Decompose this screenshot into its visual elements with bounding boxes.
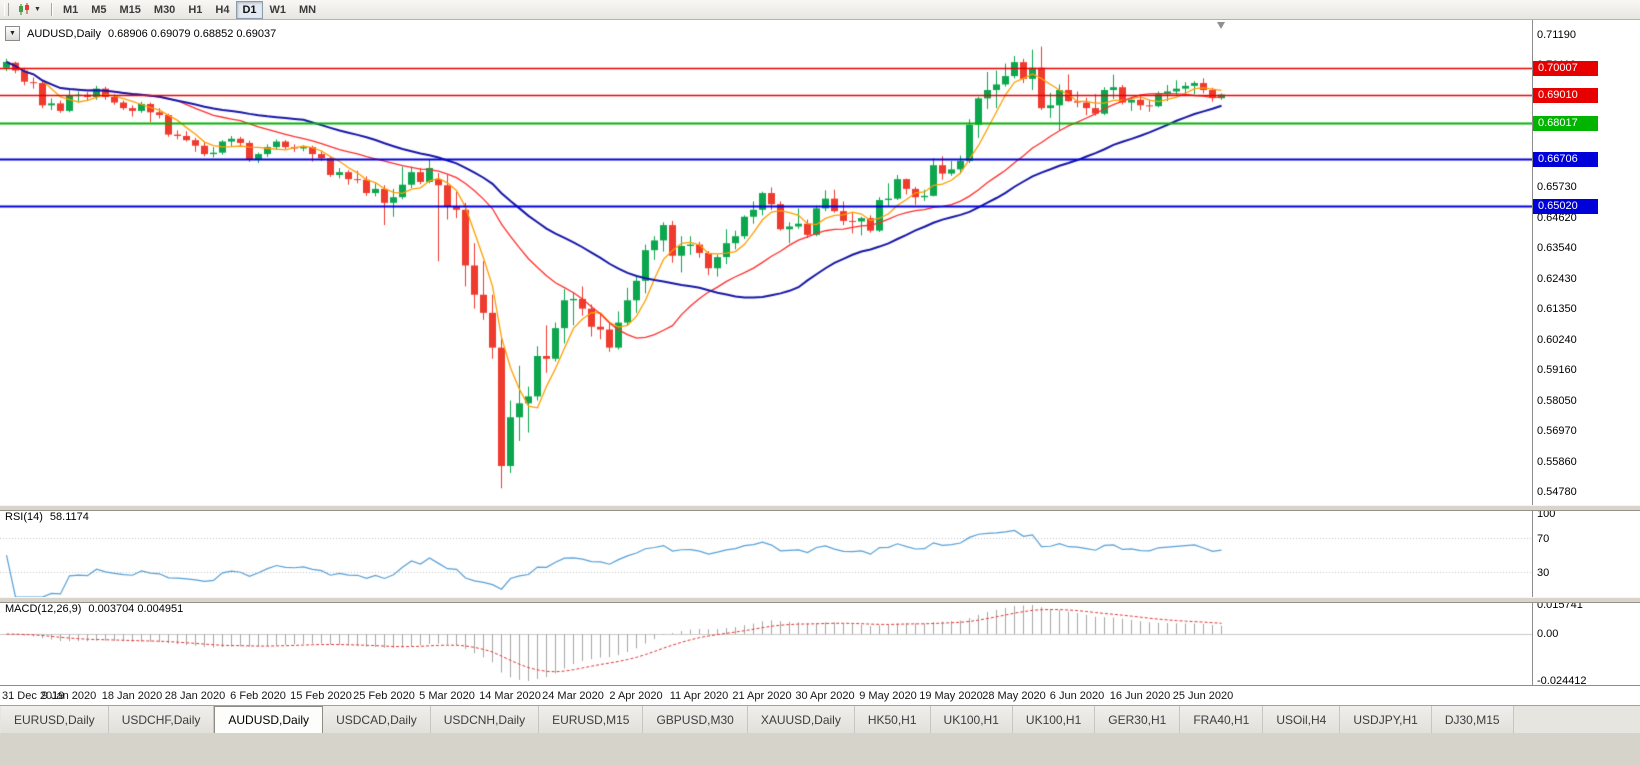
price-axis-tick: 0.64620 bbox=[1537, 211, 1577, 224]
chart-tab-usdjpy-h1[interactable]: USDJPY,H1 bbox=[1340, 706, 1432, 733]
time-axis-label: 28 May 2020 bbox=[982, 690, 1046, 702]
price-chart-canvas[interactable] bbox=[0, 19, 1532, 505]
time-axis-label: 11 Apr 2020 bbox=[669, 690, 729, 702]
chart-type-dropdown-button[interactable]: ▼ bbox=[13, 0, 46, 19]
chart-menu-icon[interactable]: ▼ bbox=[5, 26, 20, 41]
time-axis-label: 21 Apr 2020 bbox=[732, 690, 792, 702]
macd-values: 0.003704 0.004951 bbox=[88, 603, 184, 615]
chart-tab-eurusd-daily[interactable]: EURUSD,Daily bbox=[1, 706, 109, 733]
macd-indicator-canvas[interactable] bbox=[0, 601, 1532, 685]
time-axis-label: 18 Jan 2020 bbox=[101, 690, 163, 702]
chart-tab-dj30-m15[interactable]: DJ30,M15 bbox=[1431, 706, 1514, 733]
chart-tab-uk100-h1[interactable]: UK100,H1 bbox=[1012, 706, 1096, 733]
chart-shift-marker[interactable] bbox=[1217, 22, 1225, 29]
price-axis-tick: 0.71190 bbox=[1537, 28, 1576, 41]
toolbar-grip[interactable] bbox=[4, 3, 9, 16]
timeframe-button-mn[interactable]: MN bbox=[299, 3, 317, 16]
time-axis-label: 24 Mar 2020 bbox=[542, 690, 604, 702]
price-level-badge: 0.70007 bbox=[1533, 60, 1598, 76]
chart-tab-audusd-daily[interactable]: AUDUSD,Daily bbox=[214, 706, 324, 733]
timeframe-button-w1[interactable]: W1 bbox=[269, 3, 287, 16]
timeframe-button-m15[interactable]: M15 bbox=[119, 3, 141, 16]
time-axis-label: 5 Mar 2020 bbox=[419, 690, 475, 702]
chart-tab-usdcnh-daily[interactable]: USDCNH,Daily bbox=[430, 706, 540, 733]
chart-tab-eurusd-m15[interactable]: EURUSD,M15 bbox=[539, 706, 644, 733]
price-level-badge: 0.69010 bbox=[1533, 88, 1598, 104]
rsi-axis-label: 100 bbox=[1537, 508, 1556, 521]
chart-tab-hk50-h1[interactable]: HK50,H1 bbox=[854, 706, 931, 733]
timeframe-button-d1[interactable]: D1 bbox=[236, 0, 263, 19]
time-axis-label: 25 Jun 2020 bbox=[1172, 690, 1234, 702]
timeframe-button-m5[interactable]: M5 bbox=[91, 3, 107, 16]
price-axis-tick: 0.55860 bbox=[1537, 455, 1577, 468]
price-axis-tick: 0.54780 bbox=[1537, 485, 1577, 498]
candlestick-chart-icon bbox=[19, 3, 29, 15]
chart-tab-fra40-h1[interactable]: FRA40,H1 bbox=[1180, 706, 1264, 733]
time-axis-label: 30 Apr 2020 bbox=[795, 690, 855, 702]
toolbar-separator bbox=[50, 3, 52, 16]
chart-tab-gbpusd-m30[interactable]: GBPUSD,M30 bbox=[643, 706, 748, 733]
price-axis-tick: 0.61350 bbox=[1537, 302, 1577, 315]
macd-axis-label: -0.024412 bbox=[1537, 675, 1587, 687]
time-axis-label: 28 Jan 2020 bbox=[164, 690, 226, 702]
price-axis-tick: 0.63540 bbox=[1537, 241, 1577, 254]
time-axis-label: 6 Feb 2020 bbox=[230, 690, 286, 702]
chart-tab-xauusd-daily[interactable]: XAUUSD,Daily bbox=[747, 706, 855, 733]
time-axis-border bbox=[0, 685, 1640, 686]
time-axis-label: 2 Apr 2020 bbox=[609, 690, 663, 702]
time-axis-label: 15 Feb 2020 bbox=[290, 690, 352, 702]
chart-title: ▼ AUDUSD,Daily 0.68906 0.69079 0.68852 0… bbox=[5, 26, 276, 41]
price-axis-tick: 0.65730 bbox=[1537, 180, 1577, 193]
rsi-value: 58.1174 bbox=[49, 511, 89, 523]
price-level-badge: 0.65020 bbox=[1533, 199, 1598, 215]
time-axis-label: 9 May 2020 bbox=[859, 690, 917, 702]
chart-symbol-period: AUDUSD,Daily bbox=[27, 27, 101, 40]
pane-divider[interactable] bbox=[0, 597, 1640, 603]
time-axis-label: 14 Mar 2020 bbox=[479, 690, 541, 702]
macd-label: MACD(12,26,9) bbox=[5, 603, 82, 615]
price-axis-tick: 0.60240 bbox=[1537, 333, 1577, 346]
rsi-axis-label: 70 bbox=[1537, 533, 1550, 546]
timeframe-button-group: M1 M5 M15 M30 H1 H4 D1 W1 MN bbox=[57, 0, 322, 19]
chart-tab-uk100-h1[interactable]: UK100,H1 bbox=[930, 706, 1013, 733]
price-axis-tick: 0.58050 bbox=[1537, 394, 1577, 407]
chevron-down-icon: ▼ bbox=[34, 6, 41, 13]
time-axis-label: 9 Jan 2020 bbox=[41, 690, 97, 702]
price-level-badge: 0.66706 bbox=[1533, 152, 1598, 168]
time-axis-label: 19 May 2020 bbox=[919, 690, 983, 702]
chart-tab-usoil-h4[interactable]: USOil,H4 bbox=[1263, 706, 1341, 733]
chart-ohlc-values: 0.68906 0.69079 0.68852 0.69037 bbox=[107, 27, 277, 40]
chart-tabs-bar: EURUSD,Daily USDCHF,Daily AUDUSD,Daily USDC… bbox=[0, 705, 1640, 733]
price-axis-tick: 0.59160 bbox=[1537, 363, 1577, 376]
price-axis-tick: 0.56970 bbox=[1537, 424, 1577, 437]
price-level-badge: 0.68017 bbox=[1533, 115, 1598, 131]
chart-tab-usdcad-daily[interactable]: USDCAD,Daily bbox=[323, 706, 431, 733]
time-axis-label: 6 Jun 2020 bbox=[1049, 690, 1105, 702]
rsi-axis-label: 30 bbox=[1537, 566, 1550, 579]
rsi-label: RSI(14) bbox=[5, 511, 43, 523]
macd-axis-label: 0.00 bbox=[1537, 628, 1559, 641]
timeframe-button-m30[interactable]: M30 bbox=[153, 3, 176, 16]
chart-tab-usdchf-daily[interactable]: USDCHF,Daily bbox=[108, 706, 215, 733]
time-axis-label: 25 Feb 2020 bbox=[353, 690, 415, 702]
toolbar: ▼ M1 M5 M15 M30 H1 H4 D1 W1 MN bbox=[0, 0, 1640, 20]
time-axis-label: 31 Dec 2019 bbox=[2, 690, 65, 702]
timeframe-button-m1[interactable]: M1 bbox=[62, 3, 79, 16]
price-axis-border bbox=[1532, 19, 1533, 685]
macd-pane-title: MACD(12,26,9) 0.003704 0.004951 bbox=[5, 603, 183, 615]
timeframe-button-h4[interactable]: H4 bbox=[215, 3, 230, 16]
time-axis-label: 16 Jun 2020 bbox=[1109, 690, 1171, 702]
rsi-indicator-canvas[interactable] bbox=[0, 509, 1532, 597]
rsi-pane-title: RSI(14) 58.1174 bbox=[5, 511, 89, 523]
price-axis-tick: 0.62430 bbox=[1537, 272, 1577, 285]
pane-divider[interactable] bbox=[0, 505, 1640, 511]
chart-tab-ger30-h1[interactable]: GER30,H1 bbox=[1095, 706, 1181, 733]
timeframe-button-h1[interactable]: H1 bbox=[188, 3, 203, 16]
chart-window: ▼ AUDUSD,Daily 0.68906 0.69079 0.68852 0… bbox=[0, 19, 1640, 705]
